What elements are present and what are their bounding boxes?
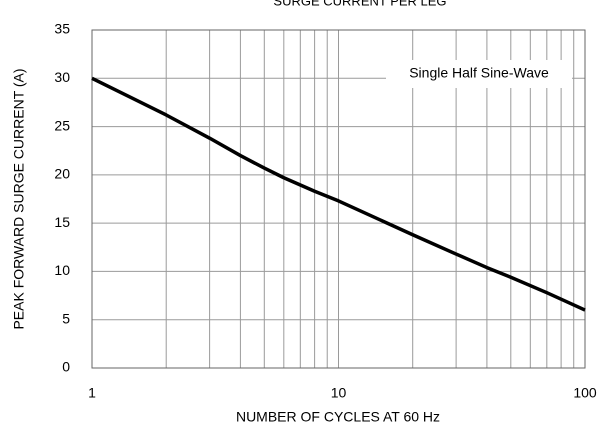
y-tick-label: 15 xyxy=(54,214,70,230)
y-tick-label: 35 xyxy=(54,21,70,37)
data-line xyxy=(91,76,586,312)
y-tick-label: 25 xyxy=(54,117,70,133)
x-tick-label: 100 xyxy=(573,385,597,401)
plot-frame xyxy=(91,29,586,369)
y-tick-label: 10 xyxy=(54,262,70,278)
y-axis-label: PEAK FORWARD SURGE CURRENT (A) xyxy=(11,68,27,329)
y-tick-label: 20 xyxy=(54,166,70,182)
y-tick-label: 5 xyxy=(62,310,70,326)
x-axis-label: NUMBER OF CYCLES AT 60 Hz xyxy=(236,409,440,425)
y-tick-label: 30 xyxy=(54,69,70,85)
annotation-box xyxy=(386,60,572,88)
y-tick-label: 0 xyxy=(62,359,70,375)
x-tick-label: 1 xyxy=(88,385,96,401)
chart-title: SURGE CURRENT PER LEG xyxy=(273,0,446,8)
annotation: Single Half Sine-Wave xyxy=(409,65,549,81)
x-tick-label: 10 xyxy=(331,385,347,401)
